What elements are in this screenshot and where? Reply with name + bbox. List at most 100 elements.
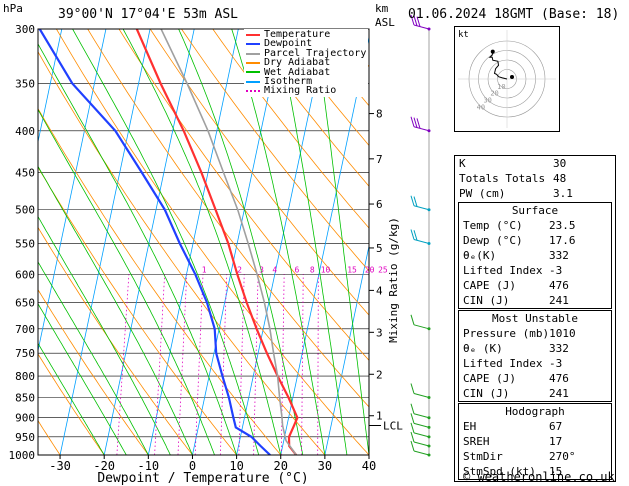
barb-dot — [427, 453, 431, 457]
km-tick-label: 6 — [376, 198, 383, 211]
dry-adiabat — [87, 29, 369, 408]
barb-feather — [410, 14, 415, 26]
mixing-ratio-label: 4 — [272, 265, 277, 274]
row-label: StmSpd (kt) — [463, 465, 536, 478]
hodograph-title: Hodograph — [505, 405, 565, 418]
legend-swatch — [246, 33, 260, 36]
km-tick-label: 4 — [376, 284, 383, 297]
wet-adiabat — [276, 29, 348, 455]
row-value: 241 — [549, 294, 569, 307]
hodograph-ring-label: 40 — [477, 103, 485, 111]
hodograph-ring-label: 30 — [483, 97, 491, 105]
barb-feather — [410, 413, 415, 424]
row-value: 17 — [549, 435, 563, 448]
dry-adiabat — [38, 166, 237, 455]
series-temperature — [135, 29, 299, 455]
barb-dot — [427, 435, 431, 439]
row-label: Pressure (mb) — [463, 327, 550, 340]
wind-barb — [410, 383, 431, 399]
most_unstable-row: CAPE (J) 476 — [459, 371, 611, 386]
dry-adiabat — [38, 107, 282, 455]
barb-feather — [410, 431, 415, 443]
row-value: 67 — [549, 420, 563, 433]
row-value: -3 — [549, 264, 563, 277]
row-value: 241 — [549, 387, 569, 400]
surface-row: Lifted Index -3 — [459, 263, 611, 278]
barb-feather — [413, 230, 418, 241]
wet-adiabat — [38, 342, 105, 455]
legend-swatch — [246, 61, 260, 64]
barb-feather — [413, 196, 418, 207]
wet-adiabat — [38, 108, 215, 455]
barb-dot — [427, 241, 431, 245]
isotherm-line — [236, 29, 327, 455]
legend-label: Parcel Trajectory — [264, 47, 367, 59]
series-dewpoint — [38, 29, 271, 455]
isotherm-line — [38, 29, 63, 144]
km-tick-label: 1 — [376, 410, 383, 423]
surface-row: Dewp (°C) 17.6 — [459, 233, 611, 248]
hodograph_table-row: EH 67 — [459, 419, 611, 434]
pressure-tick-label: 700 — [15, 323, 35, 336]
mixing-ratio-line — [177, 274, 188, 455]
isotherm-line — [280, 35, 369, 455]
mixing-ratio-label: 10 — [321, 265, 331, 274]
legend-item: Dry Adiabat — [246, 57, 366, 69]
mixing-ratio-line — [194, 274, 204, 455]
isotherm-line — [59, 29, 151, 455]
most-unstable-title: Most Unstable — [491, 312, 579, 325]
barb-shaft — [413, 126, 430, 132]
legend-swatch — [246, 90, 260, 93]
isotherm-line — [103, 29, 195, 455]
mixing-ratio-label: 3 — [259, 265, 264, 274]
wind-barb — [410, 229, 431, 245]
barb-feather — [410, 440, 415, 452]
series-parcel-trajectory — [160, 29, 297, 455]
indices-table: K 30 Totals Totals 48 PW (cm) 3.1 Surface T… — [454, 155, 616, 482]
surface-row: θₑ(K) 332 — [459, 248, 611, 263]
barb-shaft — [413, 24, 430, 30]
k-index-row: K 30 — [459, 157, 567, 170]
dry-adiabat — [243, 29, 369, 187]
location-header: 39°00'N 17°04'E 53m ASL — [58, 7, 239, 22]
hodograph_table-row: StmSpd (kt) 15 — [459, 464, 611, 479]
legend-label: Dewpoint — [264, 38, 313, 50]
hodograph-end-dot — [490, 49, 495, 54]
wet-adiabat — [38, 261, 149, 455]
hpa-unit-label: hPa — [3, 2, 23, 15]
legend-label: Wet Adiabat — [264, 66, 331, 78]
pressure-tick-label: 650 — [15, 297, 35, 310]
x-tick-label: 0 — [189, 459, 196, 473]
row-value: 476 — [549, 279, 569, 292]
barb-shaft — [413, 205, 430, 211]
dry-adiabat — [38, 226, 193, 455]
barb-dot — [427, 208, 431, 212]
dry-adiabat — [149, 29, 369, 316]
km-tick-label: 2 — [376, 368, 383, 381]
wind-barb — [410, 413, 431, 429]
hodograph-storm-dot — [510, 75, 514, 79]
hodograph_table-row: SREH 17 — [459, 434, 611, 449]
barb-shaft — [413, 422, 430, 428]
most_unstable-row: CIN (J) 241 — [459, 386, 611, 401]
wet-adiabat — [72, 29, 260, 455]
hodograph-trace — [488, 49, 514, 80]
row-value: 476 — [549, 372, 569, 385]
legend-label: Mixing Ratio — [264, 85, 337, 97]
barb-shaft — [413, 441, 430, 447]
most_unstable-row: Pressure (mb) 1010 — [459, 326, 611, 341]
barb-dot — [427, 395, 431, 399]
barb-shaft — [413, 238, 430, 244]
km-tick-label: 7 — [376, 153, 383, 166]
surface-row: CAPE (J) 476 — [459, 278, 611, 293]
mixing-ratio-label: 20 — [365, 265, 375, 274]
x-tick-label: -10 — [137, 459, 159, 473]
barb-shaft — [413, 393, 430, 398]
legend-swatch — [246, 71, 260, 74]
most-unstable-section: Most Unstable Pressure (mb) 1010 θₑ (K) 332… — [458, 310, 612, 402]
row-label: CAPE (J) — [463, 279, 516, 292]
legend-label: Dry Adiabat — [264, 57, 331, 69]
barb-shaft — [413, 324, 430, 330]
row-value: 270° — [549, 450, 576, 463]
